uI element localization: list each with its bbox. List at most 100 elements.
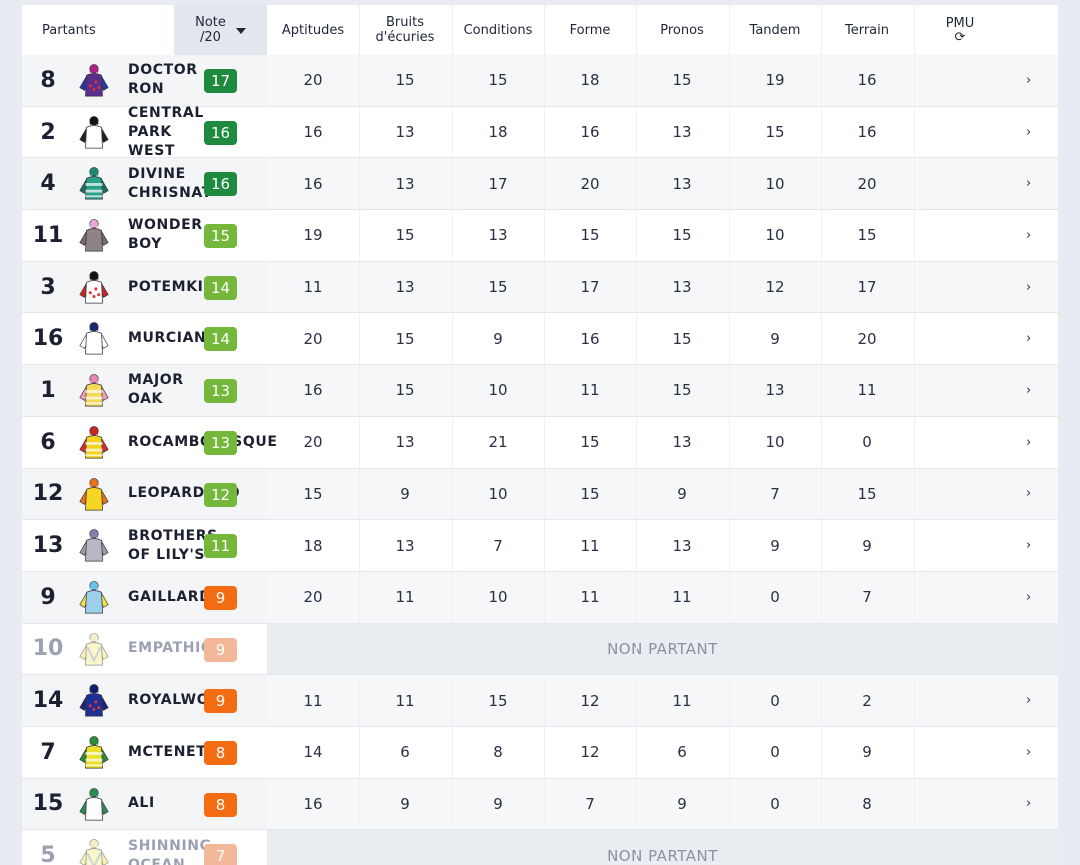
score-cell: 18 (303, 536, 323, 555)
non-partant-label: NON PARTANT (607, 846, 718, 865)
header-partants[interactable]: Partants (42, 22, 96, 38)
score-cell: 20 (303, 433, 323, 452)
runner-number: 8 (40, 67, 56, 93)
table-row[interactable]: 7 MCTENETTI 8 14 6 8 12 6 0 9 › (22, 726, 1058, 779)
runner-name[interactable]: GAILLARD (128, 588, 212, 605)
runner-name[interactable]: SHINNING OCEAN (128, 837, 212, 865)
table-row[interactable]: 16 MURCIANO 14 20 15 9 16 15 9 20 › (22, 313, 1058, 366)
runner-name[interactable]: POTEMKIN (128, 278, 216, 295)
header-note-sort[interactable]: Note /20 (174, 5, 267, 55)
table-row[interactable]: 14 ROYALWOOD 9 11 11 15 12 11 0 2 › (22, 675, 1058, 727)
score-cell: 19 (765, 71, 785, 90)
score-cell: 9 (677, 794, 687, 813)
sort-caret-icon[interactable] (235, 28, 246, 34)
runner-name[interactable]: MURCIANO (128, 330, 219, 347)
score-cell: 13 (672, 278, 692, 297)
header-pmu[interactable]: PMU ⟳ (914, 5, 1006, 55)
score-cell: 15 (857, 484, 877, 503)
runner-number: 9 (40, 584, 56, 610)
score-area (267, 416, 1058, 468)
table-row[interactable]: 11 WONDER BOY 15 19 15 13 15 15 10 15 › (22, 210, 1058, 262)
jockey-silk-icon (77, 425, 111, 461)
score-cell: 16 (303, 174, 323, 193)
table-row[interactable]: 12 LEOPARDUCO 12 15 9 10 15 9 7 15 › (22, 468, 1058, 521)
score-cell: 15 (395, 226, 415, 245)
chevron-right-icon[interactable]: › (1026, 176, 1032, 192)
table-row[interactable]: 2 CENTRAL PARK WEST 16 16 13 18 16 13 15 16 › (22, 104, 1058, 159)
runner-name[interactable]: DOCTOR RON (128, 62, 198, 98)
runner-name[interactable]: DIVINE CHRISNAT (128, 165, 212, 201)
score-cell: 15 (672, 329, 692, 348)
table-row[interactable]: 3 POTEMKIN 14 11 13 15 17 13 12 17 › (22, 261, 1058, 314)
table-row[interactable]: 9 GAILLARD 9 20 11 10 11 11 0 7 › (22, 571, 1058, 624)
score-cell: 10 (488, 484, 508, 503)
chevron-right-icon[interactable]: › (1026, 331, 1032, 347)
score-cell: 9 (862, 743, 872, 762)
runner-name[interactable]: BROTHERS OF LILY'S (128, 527, 218, 563)
score-cell: 15 (580, 484, 600, 503)
chevron-right-icon[interactable]: › (1026, 744, 1032, 760)
chevron-right-icon[interactable]: › (1026, 434, 1032, 450)
table-row[interactable]: 1 MAJOR OAK 13 16 15 10 11 15 13 11 › (22, 365, 1058, 417)
score-cell: 13 (395, 123, 415, 142)
runner-number: 15 (32, 791, 64, 817)
column-divider (914, 5, 915, 865)
table-row[interactable]: 8 DOCTOR RON 17 20 15 15 18 15 19 16 › (22, 55, 1058, 107)
runner-name[interactable]: WONDER BOY (128, 217, 203, 253)
score-area (267, 210, 1058, 261)
header-col-0[interactable]: Aptitudes (281, 22, 345, 38)
runner-name[interactable]: ALI (128, 795, 155, 812)
chevron-right-icon[interactable]: › (1026, 72, 1032, 88)
jockey-silk-icon (77, 477, 111, 513)
table-row[interactable]: 6 ROCAMBOLESQUE 13 20 13 21 15 13 10 0 › (22, 416, 1058, 469)
header-col-3[interactable]: Forme (569, 22, 611, 38)
chevron-right-icon[interactable]: › (1026, 693, 1032, 709)
header-col-1[interactable]: Bruits d'écuries (375, 15, 435, 45)
runner-name[interactable]: MAJOR OAK (128, 372, 184, 408)
runner-name[interactable]: EMPATHIC (128, 640, 212, 657)
score-cell: 7 (493, 536, 503, 555)
table-row[interactable]: 10 EMPATHIC 9 NON PARTANT (22, 623, 1058, 676)
score-cell: 12 (765, 278, 785, 297)
chevron-right-icon[interactable]: › (1026, 538, 1032, 554)
chevron-right-icon[interactable]: › (1026, 796, 1032, 812)
score-area (267, 571, 1058, 623)
jockey-silk-icon (77, 115, 111, 151)
score-cell: 15 (395, 71, 415, 90)
chevron-right-icon[interactable]: › (1026, 486, 1032, 502)
refresh-icon[interactable]: ⟳ (954, 30, 966, 45)
header-col-5[interactable]: Tandem (749, 22, 801, 38)
table-row[interactable]: 15 ALI 8 16 9 9 7 9 0 8 › (22, 778, 1058, 831)
runner-name[interactable]: ROCAMBOLESQUE (128, 433, 278, 450)
runner-number: 10 (32, 636, 64, 662)
chevron-right-icon[interactable]: › (1026, 589, 1032, 605)
column-divider (359, 5, 360, 865)
runner-number: 12 (32, 481, 64, 507)
table-row[interactable]: 4 DIVINE CHRISNAT 16 16 13 17 20 13 10 20 › (22, 158, 1058, 211)
note-badge: 12 (204, 482, 237, 507)
chevron-right-icon[interactable]: › (1026, 279, 1032, 295)
table-row[interactable]: 5 SHINNING OCEAN 7 NON PARTANT (22, 830, 1058, 865)
chevron-right-icon[interactable]: › (1026, 382, 1032, 398)
header-col-6[interactable]: Terrain (844, 22, 889, 38)
runner-name[interactable]: LEOPARDUCO (128, 485, 241, 502)
header-col-4[interactable]: Pronos (660, 22, 704, 38)
table-row[interactable]: 13 BROTHERS OF LILY'S 11 18 13 7 11 13 9 9 › (22, 520, 1058, 572)
score-cell: 11 (672, 588, 692, 607)
chevron-right-icon[interactable]: › (1026, 124, 1032, 140)
runner-name[interactable]: ROYALWOOD (128, 692, 234, 709)
score-cell: 13 (672, 433, 692, 452)
header-col-2[interactable]: Conditions (463, 22, 533, 38)
score-cell: 16 (303, 123, 323, 142)
score-cell: 10 (488, 381, 508, 400)
note-badge: 17 (204, 69, 237, 93)
runner-name[interactable]: MCTENETTI (128, 743, 223, 760)
score-cell: 16 (580, 329, 600, 348)
score-area (267, 778, 1058, 830)
chevron-right-icon[interactable]: › (1026, 227, 1032, 243)
note-badge: 9 (204, 637, 237, 662)
table-header: Partants Note /20 Aptitudes Bruits d'écur… (22, 5, 1058, 55)
score-cell: 0 (770, 588, 780, 607)
runner-name[interactable]: CENTRAL PARK WEST (128, 104, 204, 159)
score-cell: 9 (400, 484, 410, 503)
